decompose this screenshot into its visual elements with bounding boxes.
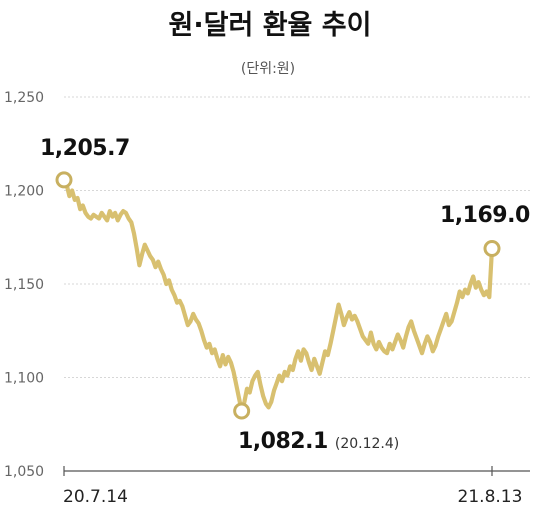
y-tick-label: 1,150 — [4, 277, 44, 293]
y-tick-label: 1,200 — [4, 184, 44, 200]
gridlines — [64, 96, 530, 378]
end-value-label: 1,169.0 — [440, 203, 530, 228]
x-tick-label-start: 20.7.14 — [63, 487, 128, 507]
chart-subtitle: (단위:원) — [241, 61, 295, 77]
x-tick-label-end: 21.8.13 — [458, 487, 523, 507]
start-marker — [55, 171, 73, 189]
rate-series-line — [61, 177, 495, 414]
low-date-label: (20.12.4) — [335, 436, 399, 452]
low-value-label: 1,082.1 — [238, 429, 328, 454]
low-marker — [233, 402, 251, 420]
y-tick-label: 1,100 — [4, 371, 44, 387]
y-tick-label: 1,050 — [4, 464, 44, 480]
start-value-label: 1,205.7 — [40, 136, 130, 161]
y-tick-label: 1,250 — [4, 90, 44, 106]
end-marker — [483, 239, 501, 257]
y-axis-ticks: 1,250 1,200 1,150 1,100 1,050 — [4, 90, 44, 480]
low-value-group: 1,082.1 (20.12.4) — [238, 429, 399, 454]
chart-title: 원·달러 환율 추이 — [169, 10, 372, 41]
